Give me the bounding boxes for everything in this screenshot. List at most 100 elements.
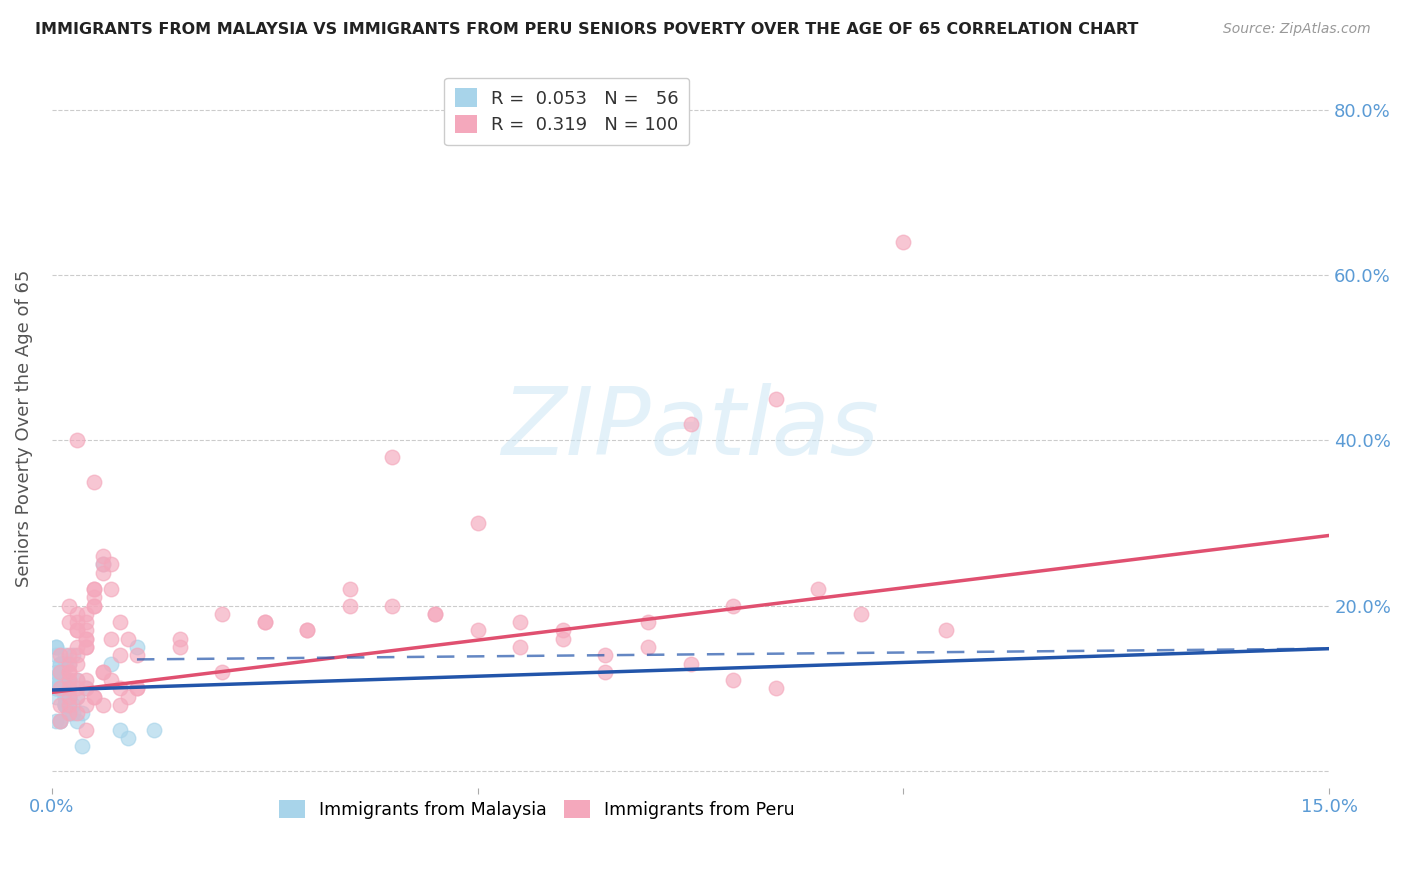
Point [58, 599, 80, 613]
Point [66, 648, 89, 663]
Text: Source: ZipAtlas.com: Source: ZipAtlas.com [1223, 22, 1371, 37]
Point [45, 665, 67, 679]
Point [100, 657, 122, 671]
Point [117, 632, 139, 646]
Point [765, 392, 787, 406]
Point [45, 681, 67, 696]
Point [83, 582, 105, 597]
Point [45, 640, 67, 654]
Point [49, 714, 72, 729]
Point [765, 681, 787, 696]
Point [58, 673, 80, 687]
Point [253, 615, 276, 630]
Point [551, 624, 574, 638]
Point [75, 681, 97, 696]
Point [117, 731, 139, 745]
Point [53, 698, 76, 712]
Y-axis label: Seniors Poverty Over the Age of 65: Seniors Poverty Over the Age of 65 [15, 269, 32, 587]
Point [49, 665, 72, 679]
Point [91, 665, 114, 679]
Point [91, 665, 114, 679]
Point [75, 673, 97, 687]
Point [66, 714, 89, 729]
Point [595, 648, 617, 663]
Point [125, 640, 148, 654]
Point [66, 657, 89, 671]
Point [53, 690, 76, 704]
Point [142, 723, 165, 737]
Point [339, 582, 361, 597]
Point [75, 632, 97, 646]
Point [53, 698, 76, 712]
Point [70, 739, 93, 754]
Point [45, 690, 67, 704]
Point [91, 558, 114, 572]
Point [83, 599, 105, 613]
Point [58, 665, 80, 679]
Point [679, 417, 702, 431]
Point [108, 681, 131, 696]
Point [75, 681, 97, 696]
Point [935, 624, 957, 638]
Point [53, 690, 76, 704]
Point [169, 640, 191, 654]
Point [49, 673, 72, 687]
Point [53, 681, 76, 696]
Point [423, 607, 446, 621]
Point [58, 665, 80, 679]
Point [58, 657, 80, 671]
Point [66, 607, 89, 621]
Point [49, 665, 72, 679]
Point [75, 607, 97, 621]
Point [49, 657, 72, 671]
Point [595, 665, 617, 679]
Point [66, 690, 89, 704]
Point [53, 648, 76, 663]
Point [45, 681, 67, 696]
Point [75, 723, 97, 737]
Point [58, 706, 80, 720]
Point [83, 690, 105, 704]
Point [83, 591, 105, 605]
Point [45, 681, 67, 696]
Point [58, 706, 80, 720]
Point [83, 690, 105, 704]
Point [49, 698, 72, 712]
Point [721, 599, 744, 613]
Point [297, 624, 319, 638]
Point [807, 582, 830, 597]
Point [66, 673, 89, 687]
Point [58, 681, 80, 696]
Point [467, 516, 489, 530]
Point [58, 690, 80, 704]
Point [423, 607, 446, 621]
Point [53, 657, 76, 671]
Point [83, 599, 105, 613]
Point [75, 624, 97, 638]
Point [125, 648, 148, 663]
Point [58, 673, 80, 687]
Point [100, 558, 122, 572]
Point [58, 706, 80, 720]
Point [108, 648, 131, 663]
Point [297, 624, 319, 638]
Point [893, 235, 915, 249]
Point [53, 690, 76, 704]
Point [91, 698, 114, 712]
Point [45, 714, 67, 729]
Point [125, 681, 148, 696]
Point [45, 673, 67, 687]
Point [211, 607, 233, 621]
Point [849, 607, 872, 621]
Point [91, 549, 114, 563]
Point [75, 698, 97, 712]
Point [721, 673, 744, 687]
Point [551, 632, 574, 646]
Point [509, 615, 531, 630]
Point [100, 673, 122, 687]
Point [108, 723, 131, 737]
Point [49, 665, 72, 679]
Point [49, 657, 72, 671]
Point [169, 632, 191, 646]
Point [91, 558, 114, 572]
